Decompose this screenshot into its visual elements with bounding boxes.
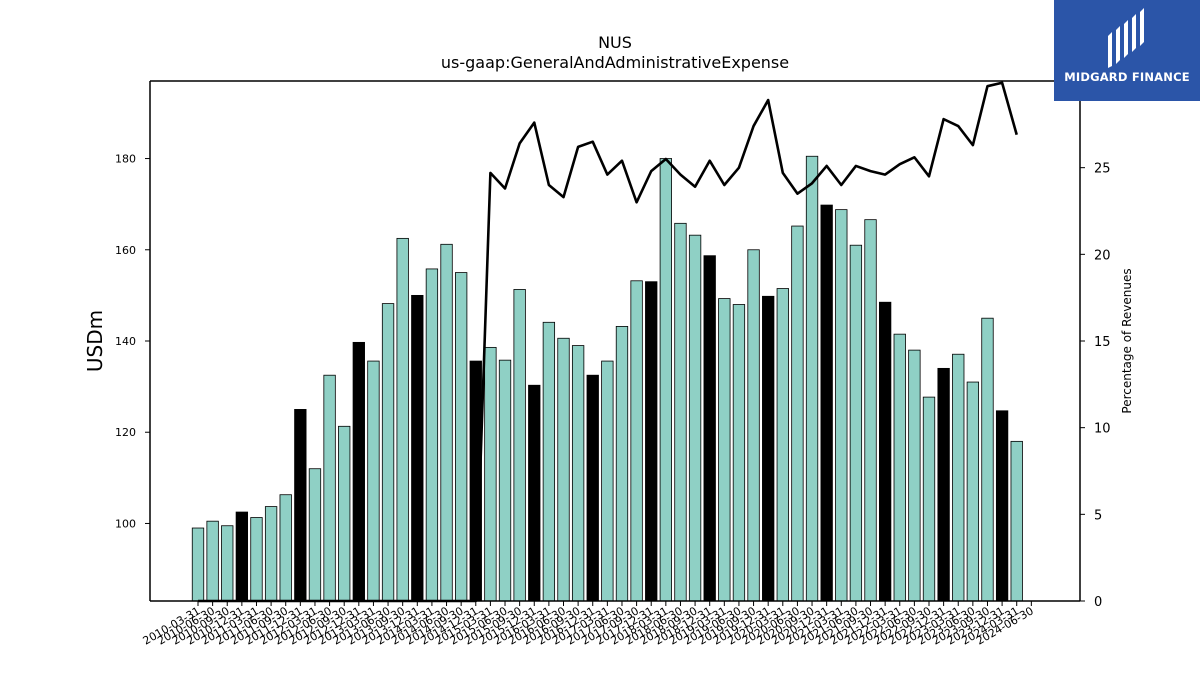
bar — [513, 289, 526, 602]
bar — [878, 301, 892, 602]
y2-tick-label: 10 — [1094, 422, 1111, 437]
bar — [835, 209, 848, 602]
bar — [893, 333, 906, 602]
bar — [586, 374, 599, 602]
bar — [279, 494, 292, 602]
bar — [601, 360, 614, 602]
bar — [425, 268, 439, 602]
bar — [455, 272, 468, 602]
bar — [221, 525, 234, 602]
y-tick-label: 160 — [115, 244, 136, 257]
bar — [206, 520, 219, 602]
bar — [308, 468, 322, 602]
y-tick-label: 140 — [115, 335, 136, 348]
y2-tick-label: 20 — [1094, 248, 1111, 263]
y2-tick-label: 5 — [1094, 508, 1102, 523]
bar — [498, 359, 512, 602]
bar — [440, 243, 453, 602]
bar — [352, 341, 365, 602]
bar — [294, 409, 307, 602]
bar — [688, 234, 702, 602]
bar — [571, 345, 585, 602]
bar — [952, 353, 965, 602]
y2-tick-label: 15 — [1094, 335, 1111, 350]
bar — [732, 304, 746, 602]
bar — [1010, 440, 1023, 602]
bar — [659, 158, 672, 602]
bar — [338, 425, 351, 602]
bar — [820, 204, 833, 602]
logo-text: MIDGARD FINANCE — [1064, 70, 1190, 84]
y-axis-label: USDm — [83, 310, 107, 372]
bar — [864, 219, 877, 602]
bar — [484, 346, 497, 602]
chart-subtitle: us-gaap:GeneralAndAdministrativeExpense — [441, 53, 789, 72]
bar — [747, 249, 760, 602]
logo-mark-icon — [1108, 8, 1144, 68]
bar — [367, 360, 380, 602]
bar — [381, 303, 395, 602]
bar — [922, 396, 936, 602]
bar — [250, 517, 263, 602]
bar — [264, 506, 278, 602]
y2-tick-label: 0 — [1094, 595, 1102, 610]
bar — [542, 321, 556, 602]
bar — [995, 410, 1009, 602]
bar — [908, 349, 921, 602]
bar — [323, 374, 336, 602]
y-tick-label: 180 — [115, 153, 136, 166]
bar — [557, 337, 570, 602]
bar — [966, 381, 980, 602]
bar — [776, 288, 789, 602]
bar — [981, 317, 994, 602]
bar — [191, 527, 205, 602]
bar — [703, 255, 716, 602]
chart-title: NUS — [598, 33, 632, 52]
bar — [791, 225, 804, 602]
y2-tick-label: 25 — [1094, 162, 1111, 177]
bar — [849, 244, 863, 602]
y2-axis-label: Percentage of Revenues — [1120, 268, 1134, 413]
bar — [615, 325, 629, 602]
bar — [396, 237, 409, 602]
bar — [718, 298, 731, 602]
bar — [645, 281, 658, 602]
logo: MIDGARD FINANCE — [1054, 0, 1200, 101]
bar — [235, 511, 249, 602]
bar — [630, 280, 643, 602]
bar — [762, 295, 775, 602]
bar — [528, 384, 541, 602]
bar — [411, 294, 424, 602]
y-tick-label: 100 — [115, 517, 136, 530]
bar — [937, 367, 950, 602]
bar — [805, 155, 819, 602]
y-tick-label: 120 — [115, 426, 136, 439]
bar — [674, 222, 687, 602]
